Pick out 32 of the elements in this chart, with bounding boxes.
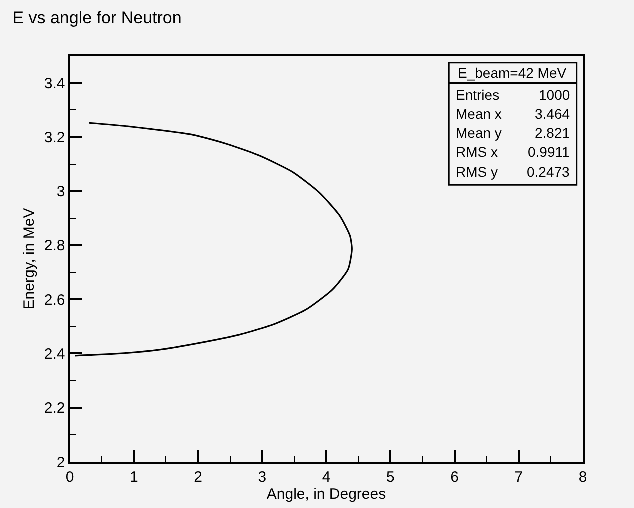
annotation: RMS y [456, 164, 498, 180]
annotation: 0.2473 [527, 164, 570, 180]
y-tick-label: 2.4 [44, 346, 66, 363]
x-tick-label: 4 [322, 468, 331, 486]
y-tick-label: 2.2 [44, 400, 66, 418]
y-tick-label: 3.4 [44, 75, 66, 92]
x-axis-title: Angle, in Degrees [266, 486, 386, 503]
x-tick-label: 5 [386, 468, 395, 486]
x-tick-label: 0 [66, 468, 74, 486]
x-tick-label: 1 [130, 468, 138, 486]
annotation: 3.464 [535, 106, 570, 122]
x-tick-label: 3 [258, 468, 267, 486]
y-tick-label: 3.2 [44, 129, 66, 146]
annotation: Entries [456, 87, 500, 103]
annotation: Mean x [456, 106, 502, 122]
annotation: Mean y [456, 125, 502, 141]
x-tick-label: 2 [194, 468, 202, 486]
x-tick-label: 8 [578, 468, 588, 486]
y-axis-title: Energy, in MeV [21, 208, 38, 310]
annotation: 1000 [539, 87, 570, 103]
y-tick-label: 2.8 [44, 238, 66, 255]
line-series [74, 122, 353, 357]
annotation: RMS x [456, 144, 498, 160]
annotation: 0.9911 [528, 144, 570, 160]
y-tick-label: 3 [56, 184, 66, 201]
x-tick-label: 7 [514, 468, 524, 486]
annotation: 2.821 [535, 125, 570, 141]
annotation: E_beam=42 MeV [458, 65, 568, 81]
x-tick-label: 6 [450, 468, 459, 486]
y-tick-label: 2.6 [44, 292, 66, 309]
chart-title: E vs angle for Neutron [12, 8, 182, 28]
y-tick-label: 2 [56, 454, 66, 472]
